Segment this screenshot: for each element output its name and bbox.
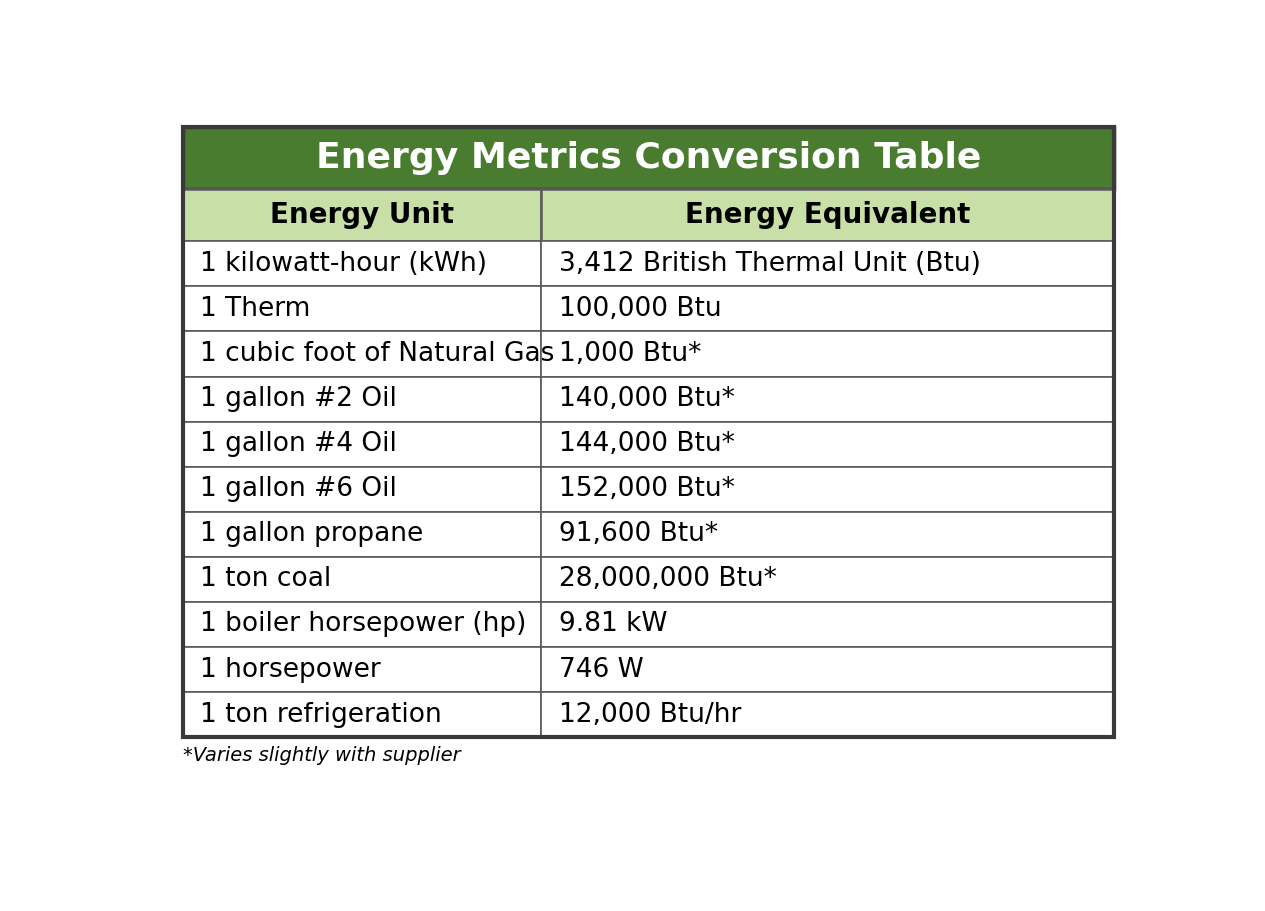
Text: 1 ton coal: 1 ton coal — [200, 567, 331, 592]
Bar — [541, 602, 1114, 647]
Text: 1,000 Btu*: 1,000 Btu* — [559, 341, 701, 367]
Text: 1 ton refrigeration: 1 ton refrigeration — [200, 701, 441, 728]
Text: 28,000,000 Btu*: 28,000,000 Btu* — [559, 567, 777, 592]
Bar — [541, 286, 1114, 332]
Bar — [182, 127, 1114, 737]
Bar — [182, 557, 541, 602]
Text: Energy Metrics Conversion Table: Energy Metrics Conversion Table — [316, 141, 980, 175]
Bar — [182, 602, 541, 647]
Text: 1 kilowatt-hour (kWh): 1 kilowatt-hour (kWh) — [200, 251, 487, 277]
Text: 144,000 Btu*: 144,000 Btu* — [559, 431, 735, 457]
Text: 91,600 Btu*: 91,600 Btu* — [559, 521, 719, 548]
Bar — [541, 557, 1114, 602]
Text: 100,000 Btu: 100,000 Btu — [559, 296, 721, 322]
Text: 746 W: 746 W — [559, 657, 644, 682]
Bar — [541, 189, 1114, 241]
Text: 1 Therm: 1 Therm — [200, 296, 311, 322]
Bar — [182, 422, 541, 466]
Bar — [182, 512, 541, 557]
Bar — [541, 332, 1114, 376]
Text: Energy Unit: Energy Unit — [269, 201, 454, 230]
Bar — [541, 512, 1114, 557]
Bar — [182, 332, 541, 376]
Bar — [541, 376, 1114, 422]
Text: 1 gallon #4 Oil: 1 gallon #4 Oil — [200, 431, 397, 457]
Text: 1 cubic foot of Natural Gas: 1 cubic foot of Natural Gas — [200, 341, 554, 367]
Text: 140,000 Btu*: 140,000 Btu* — [559, 386, 735, 412]
Bar — [541, 422, 1114, 466]
Bar — [541, 692, 1114, 737]
Bar — [182, 189, 541, 241]
Text: 1 boiler horsepower (hp): 1 boiler horsepower (hp) — [200, 611, 526, 638]
Text: 3,412 British Thermal Unit (Btu): 3,412 British Thermal Unit (Btu) — [559, 251, 980, 277]
Text: 12,000 Btu/hr: 12,000 Btu/hr — [559, 701, 741, 728]
Bar — [541, 241, 1114, 286]
Text: 9.81 kW: 9.81 kW — [559, 611, 668, 638]
Text: Energy Equivalent: Energy Equivalent — [684, 201, 970, 230]
Bar — [182, 286, 541, 332]
Text: 1 gallon propane: 1 gallon propane — [200, 521, 424, 548]
Bar — [182, 241, 541, 286]
Bar — [182, 466, 541, 512]
Bar — [182, 692, 541, 737]
Bar — [541, 647, 1114, 692]
Bar — [182, 647, 541, 692]
Bar — [182, 127, 1114, 189]
Text: 1 gallon #2 Oil: 1 gallon #2 Oil — [200, 386, 397, 412]
Text: 152,000 Btu*: 152,000 Btu* — [559, 476, 735, 502]
Bar — [541, 466, 1114, 512]
Text: 1 gallon #6 Oil: 1 gallon #6 Oil — [200, 476, 397, 502]
Text: 1 horsepower: 1 horsepower — [200, 657, 381, 682]
Text: *Varies slightly with supplier: *Varies slightly with supplier — [182, 745, 460, 764]
Bar — [182, 376, 541, 422]
